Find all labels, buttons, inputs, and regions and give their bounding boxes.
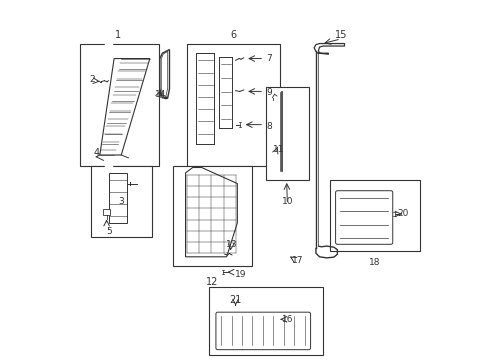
Text: 1: 1 bbox=[114, 30, 121, 40]
Text: 9: 9 bbox=[266, 88, 272, 97]
Text: 18: 18 bbox=[368, 258, 380, 267]
Text: 19: 19 bbox=[235, 270, 246, 279]
Text: 11: 11 bbox=[272, 145, 284, 154]
Text: 6: 6 bbox=[230, 30, 236, 40]
Bar bbox=[80, 44, 159, 166]
Bar bbox=[329, 180, 419, 251]
FancyBboxPatch shape bbox=[216, 312, 310, 350]
Bar bbox=[173, 166, 251, 266]
Text: 12: 12 bbox=[206, 277, 218, 287]
Bar bbox=[265, 87, 308, 180]
Text: 20: 20 bbox=[397, 210, 408, 219]
Text: 13: 13 bbox=[226, 240, 237, 249]
Text: 10: 10 bbox=[281, 197, 292, 206]
Text: 21: 21 bbox=[229, 295, 241, 305]
Text: 2: 2 bbox=[89, 76, 95, 85]
Bar bbox=[103, 208, 110, 215]
Bar bbox=[91, 166, 151, 237]
Text: 16: 16 bbox=[281, 315, 292, 324]
Bar bbox=[187, 44, 280, 166]
Bar bbox=[208, 287, 323, 355]
Text: 4: 4 bbox=[93, 148, 99, 158]
Text: 8: 8 bbox=[266, 122, 272, 131]
Text: 15: 15 bbox=[334, 30, 346, 40]
Text: 3: 3 bbox=[118, 197, 124, 206]
Text: 14: 14 bbox=[155, 90, 166, 99]
Text: 5: 5 bbox=[106, 227, 111, 236]
Text: 7: 7 bbox=[266, 54, 272, 63]
Text: 17: 17 bbox=[292, 256, 303, 265]
FancyBboxPatch shape bbox=[335, 191, 392, 244]
